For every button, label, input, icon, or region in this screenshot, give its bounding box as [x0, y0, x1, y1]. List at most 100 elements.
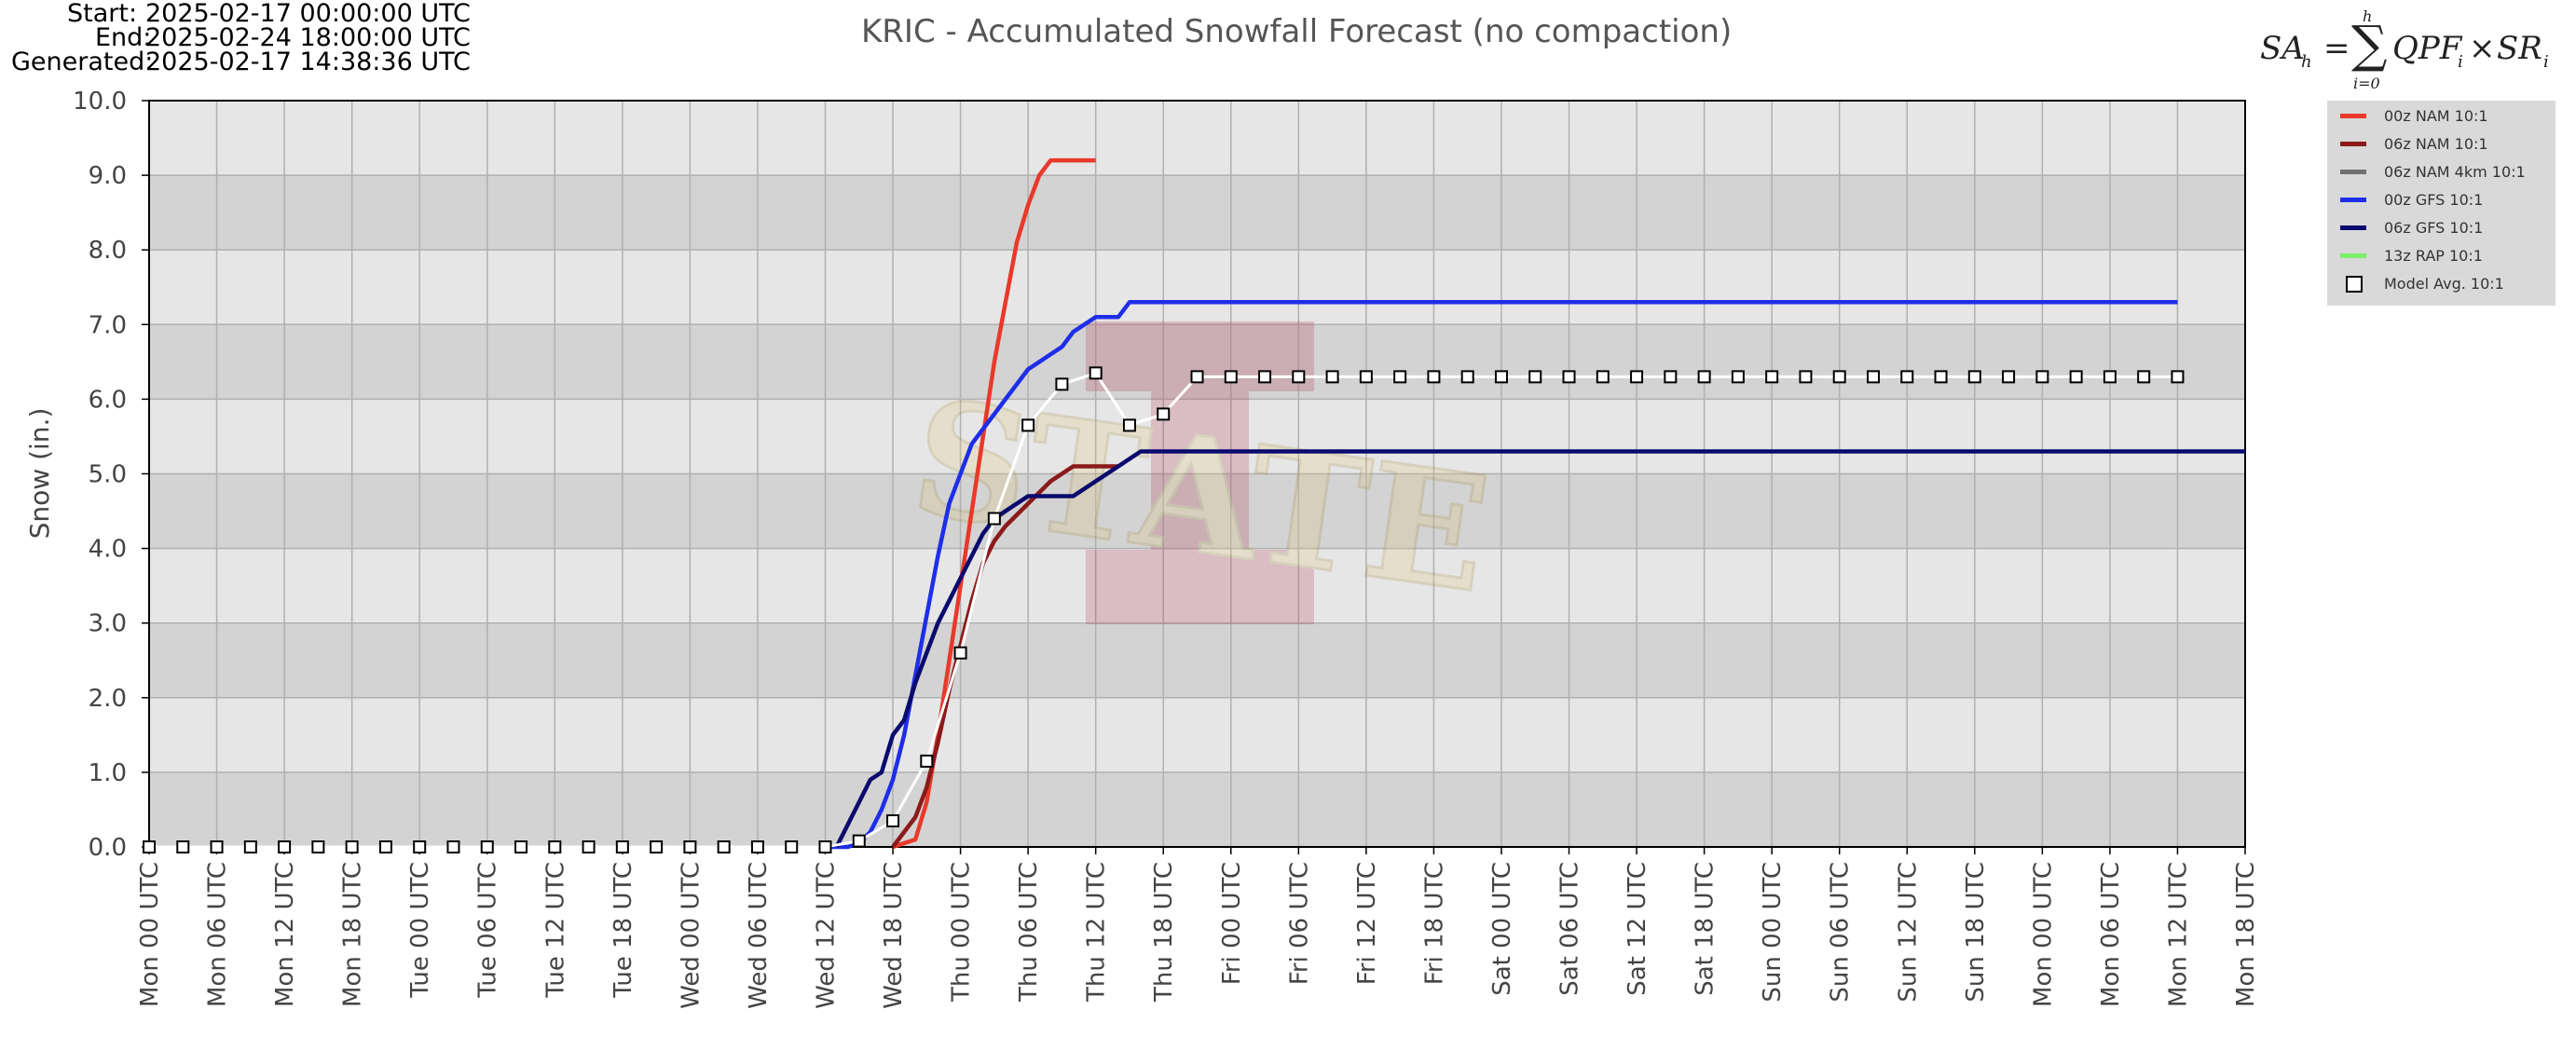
model-avg-marker	[1900, 370, 1914, 384]
model-avg-marker	[1258, 370, 1272, 384]
formula-lhs: SA	[2260, 30, 2305, 67]
plot-band	[149, 399, 2245, 474]
legend-label: 00z NAM 10:1	[2384, 107, 2488, 125]
model-avg-marker	[1427, 370, 1441, 384]
plot-band	[149, 548, 2245, 623]
formula-sigma: ∑	[2351, 15, 2388, 74]
model-avg-marker	[1832, 370, 1846, 384]
y-tick-label: 6.0	[89, 386, 127, 414]
x-tick-label: Thu 18 UTC	[1150, 862, 1178, 1003]
x-tick-label: Mon 06 UTC	[204, 862, 232, 1007]
x-tick-label: Sat 18 UTC	[1692, 862, 1720, 996]
y-tick-label: 0.0	[89, 834, 127, 862]
model-avg-marker	[1934, 370, 1948, 384]
legend-marker-square	[2346, 276, 2363, 293]
model-avg-marker	[1089, 366, 1103, 380]
formula-sum-bottom: i=0	[2353, 75, 2380, 92]
snow-accumulation-formula: SA h = h ∑ i=0 QPF i × SR i	[2260, 7, 2558, 92]
model-avg-marker	[1021, 418, 1035, 432]
generated-value: 2025-02-17 14:38:36 UTC	[145, 48, 471, 76]
model-avg-marker	[615, 840, 629, 853]
plot-band	[149, 697, 2245, 772]
x-tick-label: Sun 18 UTC	[1962, 862, 1990, 1003]
x-tick-label: Thu 12 UTC	[1083, 862, 1111, 1003]
legend-swatch	[2340, 198, 2366, 202]
legend-swatch	[2340, 170, 2366, 174]
model-avg-marker	[1157, 407, 1171, 421]
model-avg-marker	[852, 834, 866, 848]
x-tick-label: Tue 12 UTC	[541, 862, 569, 999]
plot-band	[149, 101, 2245, 176]
x-tick-label: Wed 18 UTC	[880, 862, 908, 1009]
model-avg-marker	[143, 840, 156, 853]
y-tick-label: 8.0	[89, 237, 127, 265]
legend-item: 00z NAM 10:1	[2327, 102, 2555, 130]
model-avg-marker	[1596, 370, 1610, 384]
x-tick-label: Fri 00 UTC	[1218, 862, 1246, 985]
legend-label: Model Avg. 10:1	[2384, 275, 2504, 293]
x-tick-label: Wed 12 UTC	[812, 862, 840, 1009]
model-avg-marker	[1967, 370, 1981, 384]
legend-item: Model Avg. 10:1	[2327, 270, 2555, 298]
y-tick-label: 3.0	[89, 610, 127, 638]
model-avg-marker	[210, 840, 224, 853]
x-tick-label: Mon 12 UTC	[271, 862, 299, 1007]
x-tick-label: Sun 12 UTC	[1894, 862, 1922, 1003]
y-tick-labels: 0.0 1.0 2.0 3.0 4.0 5.0 6.0 7.0 8.0 9.0 10.0	[73, 88, 127, 862]
legend-swatch	[2340, 114, 2366, 118]
x-tick-label: Sat 06 UTC	[1556, 862, 1584, 996]
y-tick-label: 9.0	[89, 162, 127, 190]
model-avg-marker	[953, 646, 967, 660]
y-tick-label: 5.0	[89, 461, 127, 489]
y-tick-label: 4.0	[89, 536, 127, 564]
model-avg-marker	[1765, 370, 1779, 384]
model-avg-marker	[750, 840, 764, 853]
legend-swatch	[2340, 253, 2366, 258]
model-avg-marker	[2002, 370, 2016, 384]
legend-swatch	[2340, 142, 2366, 146]
model-avg-markers	[143, 366, 2185, 853]
model-avg-marker	[1292, 370, 1306, 384]
model-avg-marker	[1697, 370, 1711, 384]
model-avg-marker	[1866, 370, 1880, 384]
formula-rhs: QPF	[2392, 30, 2462, 67]
model-avg-marker	[1494, 370, 1508, 384]
model-avg-marker	[2171, 370, 2185, 384]
y-tick-label: 1.0	[89, 759, 127, 787]
legend-item: 13z RAP 10:1	[2327, 242, 2555, 270]
x-tick-labels: Mon 00 UTC Mon 06 UTC Mon 12 UTC Mon 18 UTC…	[136, 862, 2260, 1009]
model-avg-marker	[311, 840, 325, 853]
plot-band	[149, 771, 2245, 847]
series-line-06z-gfs-10-1	[834, 449, 2245, 849]
model-avg-marker	[785, 840, 799, 853]
formula-rhs2-sub: i	[2543, 52, 2549, 72]
legend-swatch	[2340, 225, 2366, 230]
generated-label: Generated:	[11, 48, 154, 76]
model-avg-marker	[987, 512, 1001, 526]
x-tick-label: Mon 18 UTC	[2232, 862, 2260, 1007]
formula-rhs2: SR	[2497, 30, 2542, 67]
model-avg-marker	[1393, 370, 1407, 384]
legend-label: 13z RAP 10:1	[2384, 247, 2483, 265]
formula-equals: =	[2323, 30, 2350, 67]
model-avg-marker	[683, 840, 697, 853]
model-avg-marker	[2103, 370, 2117, 384]
end-value: 2025-02-24 18:00:00 UTC	[145, 23, 471, 52]
model-avg-marker	[1359, 370, 1373, 384]
model-avg-marker	[1799, 370, 1813, 384]
x-tick-label: Sat 00 UTC	[1488, 862, 1516, 996]
model-avg-marker	[278, 840, 292, 853]
plot-band	[149, 622, 2245, 698]
x-tick-label: Sun 00 UTC	[1759, 862, 1787, 1003]
model-avg-marker	[1224, 370, 1238, 384]
plot-band	[149, 175, 2245, 251]
legend-item: 06z NAM 4km 10:1	[2327, 158, 2555, 186]
model-avg-marker	[514, 840, 528, 853]
legend-label: 06z NAM 4km 10:1	[2384, 163, 2526, 181]
model-avg-marker	[1528, 370, 1542, 384]
model-avg-marker	[1731, 370, 1745, 384]
x-tick-label: Mon 18 UTC	[339, 862, 367, 1007]
x-tick-label: Tue 00 UTC	[406, 862, 434, 999]
model-avg-marker	[582, 840, 596, 853]
